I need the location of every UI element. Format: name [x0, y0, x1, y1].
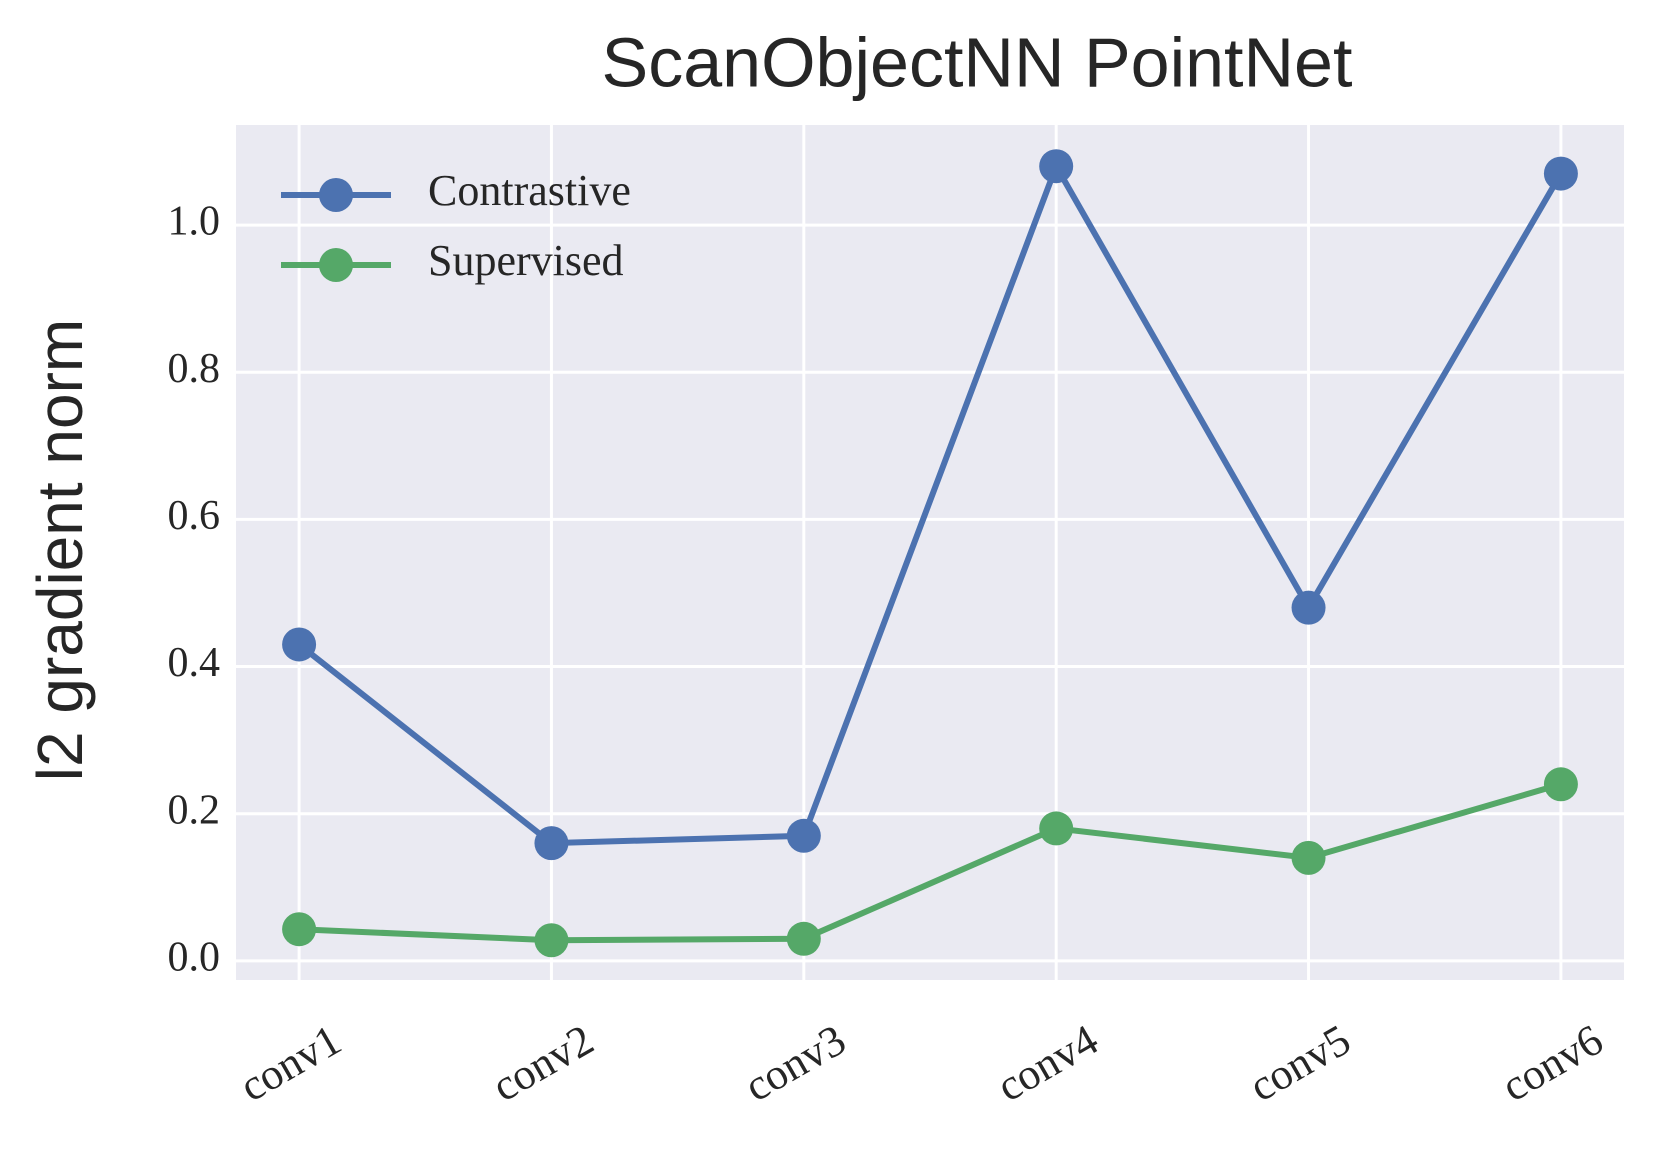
point	[534, 923, 569, 958]
plot-area	[236, 125, 1624, 980]
x-tick-label: conv3	[736, 1015, 854, 1111]
y-tick-label: 0.0	[168, 935, 221, 981]
legend-label: Contrastive	[428, 166, 631, 215]
point	[1543, 767, 1578, 802]
y-tick-label: 1.0	[168, 199, 221, 245]
y-tick-label: 0.6	[168, 493, 221, 539]
point	[1039, 811, 1074, 846]
x-tick-label: conv1	[232, 1015, 350, 1111]
point	[786, 921, 821, 956]
x-tick-label: conv5	[1241, 1015, 1359, 1111]
y-tick-label: 0.4	[168, 640, 221, 686]
point	[1039, 149, 1074, 184]
x-tick-label: conv2	[484, 1015, 602, 1111]
legend-marker	[319, 178, 353, 212]
legend-marker	[319, 248, 353, 282]
point	[282, 912, 317, 947]
point	[1543, 156, 1578, 191]
y-tick-label: 0.2	[168, 787, 221, 833]
chart-title: ScanObjectNN PointNet	[602, 23, 1353, 101]
point	[282, 627, 317, 662]
series-line	[297, 159, 1564, 847]
x-tick-label: conv6	[1493, 1015, 1611, 1111]
point	[534, 826, 569, 861]
x-tick-label: conv4	[989, 1015, 1107, 1111]
y-tick-label: 0.8	[168, 346, 221, 392]
y-axis-label: l2 gradient norm	[24, 319, 96, 781]
point	[786, 818, 821, 853]
point	[1291, 590, 1326, 625]
point	[1291, 840, 1326, 875]
series-line	[298, 781, 1562, 944]
legend-label: Supervised	[428, 236, 624, 285]
